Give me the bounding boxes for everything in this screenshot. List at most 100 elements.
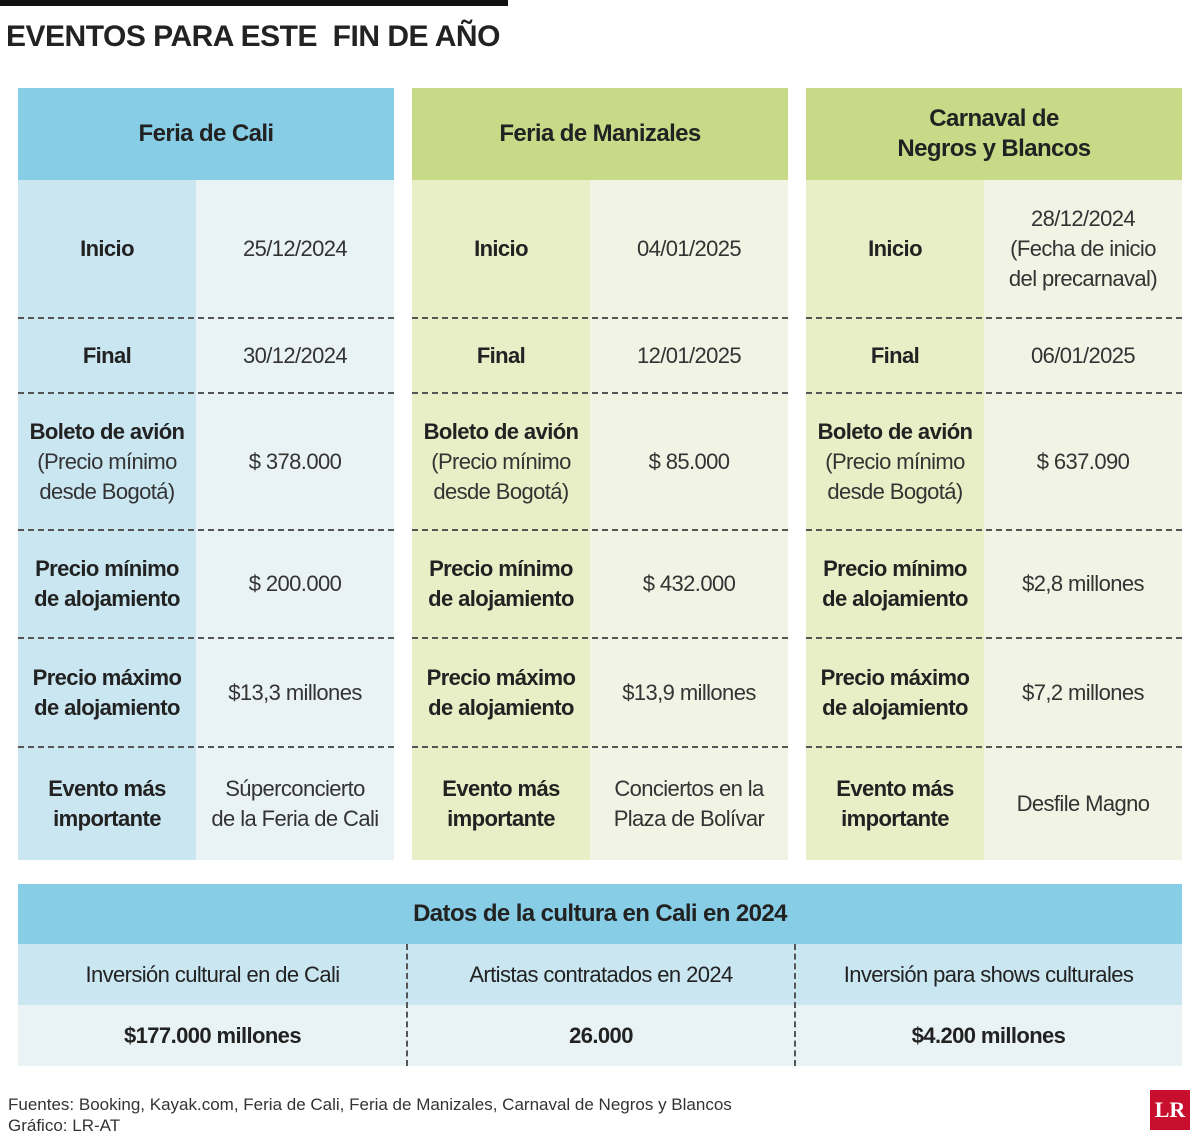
value-line: $13,9 millones xyxy=(622,679,756,705)
summary-table: Datos de la cultura en Cali en 2024 Inver… xyxy=(18,884,1182,1066)
value-line: Desfile Magno xyxy=(1016,790,1150,816)
row-value: $ 200.000 xyxy=(196,530,394,638)
row-label: Evento más importante xyxy=(806,747,984,860)
value-line: de la Feria de Cali xyxy=(211,805,379,831)
label-line: de alojamiento xyxy=(822,694,968,720)
label-line: Evento más xyxy=(442,775,560,801)
title: EVENTOS PARA ESTE FIN DE AÑO xyxy=(6,20,500,53)
note-line: desde Bogotá) xyxy=(433,478,569,504)
row-value: $13,3 millones xyxy=(196,638,394,747)
note-line: desde Bogotá) xyxy=(39,478,175,504)
summary-value: 26.000 xyxy=(407,1005,795,1066)
label-line: Precio máximo xyxy=(820,664,970,690)
label-line: Precio mínimo xyxy=(429,556,573,581)
panel-header: Carnaval de Negros y Blancos xyxy=(806,88,1182,180)
row-label: Evento más importante xyxy=(18,747,196,860)
value-line: $7,2 millones xyxy=(1022,679,1144,705)
row-label: Inicio xyxy=(18,180,196,318)
label-line: Precio mínimo xyxy=(823,556,967,581)
row-label: Evento más importante xyxy=(412,747,590,860)
value-line: 30/12/2024 xyxy=(242,342,348,368)
value-line: $ 432.000 xyxy=(642,571,736,596)
row-separator xyxy=(806,392,1182,394)
row-label: Inicio xyxy=(806,180,984,318)
value-line: Conciertos en la xyxy=(614,775,764,801)
row-separator xyxy=(806,637,1182,639)
label-line: Inicio xyxy=(868,236,922,261)
summary-value: $4.200 millones xyxy=(795,1005,1182,1066)
row-label: Precio máximo de alojamiento xyxy=(806,638,984,747)
row-separator xyxy=(412,529,788,531)
row-label: Boleto de avión (Precio mínimo desde Bogot… xyxy=(412,393,590,530)
row-value: 04/01/2025 xyxy=(590,180,788,318)
label-line: Boleto de avión xyxy=(29,418,185,444)
top-bar xyxy=(0,0,508,6)
row-value: 30/12/2024 xyxy=(196,318,394,393)
value-line: (Fecha de inicio xyxy=(1010,236,1156,261)
value-line: 12/01/2025 xyxy=(636,342,742,368)
row-label: Precio máximo de alojamiento xyxy=(412,638,590,747)
label-line: Inicio xyxy=(80,236,134,261)
row-value: 28/12/2024 (Fecha de inicio del precarnava… xyxy=(984,180,1182,318)
row-value: Conciertos en la Plaza de Bolívar xyxy=(590,747,788,860)
row-value: Súperconcierto de la Feria de Cali xyxy=(196,747,394,860)
value-line: $ 378.000 xyxy=(248,448,342,474)
label-line: Evento más xyxy=(48,775,166,801)
label-line: importante xyxy=(53,805,161,831)
note-line: (Precio mínimo xyxy=(431,448,571,474)
row-value: 06/01/2025 xyxy=(984,318,1182,393)
value-line: $2,8 millones xyxy=(1022,571,1144,596)
summary-label: Artistas contratados en 2024 xyxy=(407,944,795,1005)
summary-label: Inversión cultural en de Cali xyxy=(18,944,407,1005)
row-label: Precio mínimo de alojamiento xyxy=(806,530,984,638)
label-line: Final xyxy=(476,342,526,368)
event-panel: Feria de Manizales Inicio 04/01/2025 Final 1… xyxy=(412,88,788,860)
label-line: Boleto de avión xyxy=(817,418,973,444)
value-line: $ 200.000 xyxy=(248,571,342,596)
note-line: (Precio mínimo xyxy=(825,448,965,474)
value-line: 04/01/2025 xyxy=(636,236,742,261)
label-line: Final xyxy=(82,342,132,368)
row-separator xyxy=(806,529,1182,531)
value-line: 28/12/2024 xyxy=(1030,206,1136,231)
row-separator xyxy=(18,529,394,531)
panel-title-line: Feria de Manizales xyxy=(499,120,701,147)
note-line: (Precio mínimo xyxy=(37,448,177,474)
row-value: 12/01/2025 xyxy=(590,318,788,393)
label-line: Boleto de avión xyxy=(423,418,579,444)
row-separator xyxy=(412,637,788,639)
value-line: 25/12/2024 xyxy=(242,236,348,261)
summary-label: Inversión para shows culturales xyxy=(795,944,1182,1005)
label-line: de alojamiento xyxy=(34,586,180,611)
value-line: 06/01/2025 xyxy=(1030,342,1136,368)
label-line: Precio máximo xyxy=(426,664,576,690)
label-line: de alojamiento xyxy=(34,694,180,720)
sources: Fuentes: Booking, Kayak.com, Feria de Ca… xyxy=(8,1095,732,1114)
summary-title: Datos de la cultura en Cali en 2024 xyxy=(18,884,1182,944)
row-label: Final xyxy=(18,318,196,393)
row-value: $7,2 millones xyxy=(984,638,1182,747)
row-separator xyxy=(412,317,788,319)
value-line: $ 85.000 xyxy=(648,448,730,474)
label-line: importante xyxy=(447,805,555,831)
row-value: Desfile Magno xyxy=(984,747,1182,860)
label-line: de alojamiento xyxy=(428,694,574,720)
column-separator xyxy=(794,944,796,1066)
row-value: $ 378.000 xyxy=(196,393,394,530)
row-value: $ 637.090 xyxy=(984,393,1182,530)
row-label: Boleto de avión (Precio mínimo desde Bogot… xyxy=(806,393,984,530)
row-label: Final xyxy=(412,318,590,393)
label-line: importante xyxy=(841,805,949,831)
row-separator xyxy=(806,746,1182,748)
value-line: $13,3 millones xyxy=(228,679,362,705)
value-line: del precarnaval) xyxy=(1008,266,1158,291)
event-panel: Feria de Cali Inicio 25/12/2024 Final 30/12/… xyxy=(18,88,394,860)
panel-header: Feria de Cali xyxy=(18,88,394,180)
row-value: $ 85.000 xyxy=(590,393,788,530)
label-line: de alojamiento xyxy=(822,586,968,611)
row-label: Final xyxy=(806,318,984,393)
panel-title-line: Negros y Blancos xyxy=(897,135,1091,162)
panel-title-line: Feria de Cali xyxy=(138,120,275,147)
row-separator xyxy=(18,637,394,639)
